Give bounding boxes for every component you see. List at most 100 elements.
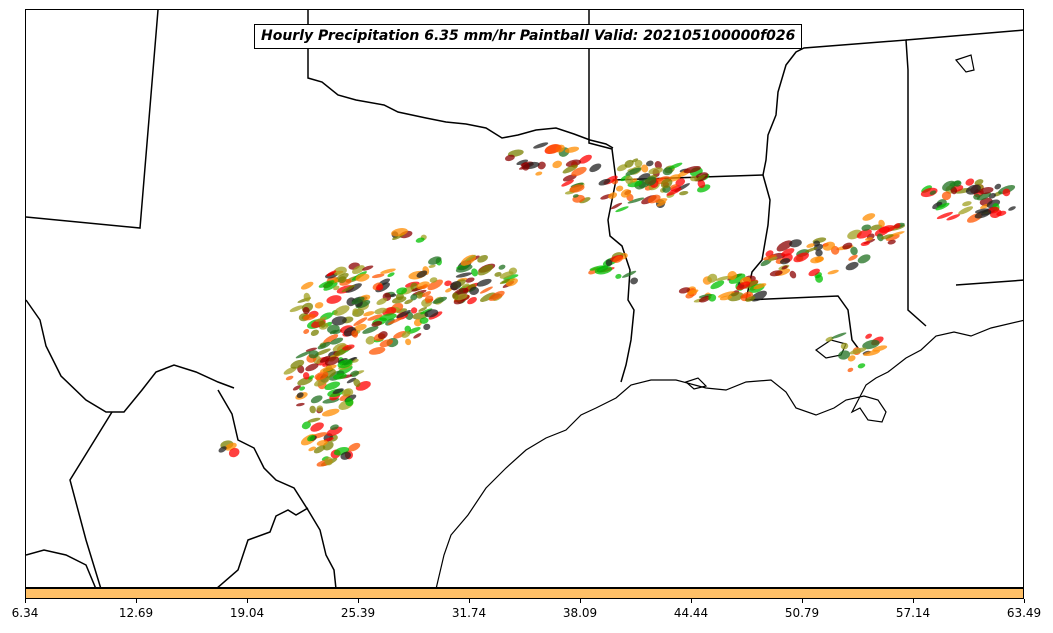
paintball-blob	[537, 161, 546, 170]
paintball-blob	[351, 296, 365, 305]
paintball-blob	[345, 283, 362, 293]
paintball-blob	[876, 233, 884, 242]
paintball-blob	[410, 307, 418, 314]
paintball-blob	[393, 330, 407, 339]
paintball-blob	[946, 214, 961, 221]
paintball-blob	[862, 213, 876, 221]
colorbar-tick-label: 50.79	[784, 606, 820, 620]
paintball-blob	[863, 350, 880, 357]
paintball-blob	[494, 271, 502, 277]
colorbar-tick	[1024, 599, 1025, 603]
paintball-blob	[218, 446, 227, 453]
colorbar-tick-label: 31.74	[451, 606, 487, 620]
paintball-blob	[228, 447, 240, 458]
paintball-blob	[929, 190, 937, 195]
colorbar-tick-label: 12.69	[118, 606, 154, 620]
paintball-blob	[942, 180, 956, 192]
paintball-blob	[340, 451, 351, 460]
paintball-blob	[469, 286, 480, 295]
paintball-blob	[847, 355, 856, 362]
paintball-blob	[332, 373, 347, 380]
paintball-blob	[376, 298, 388, 305]
colorbar-tick-label: 19.04	[229, 606, 265, 620]
paintball-blob	[390, 293, 397, 298]
paintball-blob	[467, 296, 477, 305]
paintball-blob	[815, 249, 823, 257]
paintball-blob	[387, 317, 403, 325]
paintball-blob	[965, 178, 975, 186]
paintball-blob	[295, 351, 311, 359]
paintball-blob	[745, 296, 756, 302]
paintball-blob	[806, 243, 815, 248]
paintball-blob	[499, 278, 510, 285]
paintball-blob	[974, 179, 984, 186]
paintball-blob	[750, 290, 767, 302]
paintball-blob	[781, 248, 795, 257]
paintball-blob	[428, 256, 442, 265]
paintball-blob	[354, 323, 367, 332]
paintball-blob	[315, 316, 328, 322]
paintball-blob	[562, 164, 578, 174]
paintball-blob	[608, 192, 618, 199]
paintball-blob	[505, 154, 515, 162]
paintball-blob	[870, 224, 883, 231]
paintball-blob	[872, 345, 888, 352]
paintball-blob	[694, 174, 706, 182]
paintball-blob	[427, 279, 443, 291]
paintball-blob	[319, 355, 331, 363]
paintball-blob	[353, 317, 368, 326]
paintball-blob	[368, 347, 386, 355]
paintball-blob	[302, 372, 310, 380]
paintball-blob	[416, 281, 430, 290]
paintball-blob	[374, 307, 387, 315]
paintball-blob	[598, 178, 611, 186]
paintball-blob	[780, 258, 791, 265]
paintball-blob	[631, 158, 639, 163]
paintball-blob	[477, 264, 494, 276]
paintball-blob	[762, 254, 777, 261]
paintball-blob	[337, 359, 353, 369]
paintball-blob	[627, 197, 645, 204]
coastline	[435, 54, 1023, 587]
paintball-blob	[341, 389, 351, 397]
paintball-blob	[424, 295, 434, 303]
paintball-blob	[332, 388, 344, 394]
precipitation-paintballs	[218, 142, 1016, 467]
paintball-blob	[323, 282, 338, 291]
paintball-blob	[303, 329, 310, 334]
paintball-blob	[845, 261, 859, 271]
paintball-blob	[316, 440, 328, 446]
paintball-blob	[533, 142, 549, 149]
paintball-blob	[648, 167, 663, 175]
paintball-blob	[326, 270, 337, 277]
paintball-blob	[646, 160, 654, 167]
paintball-blob	[793, 252, 809, 263]
paintball-blob	[769, 270, 783, 277]
paintball-blob	[561, 179, 574, 187]
paintball-blob	[865, 333, 873, 339]
paintball-blob	[827, 269, 839, 275]
paintball-blob	[333, 305, 350, 316]
paintball-blob	[321, 408, 340, 417]
paintball-blob	[309, 405, 316, 414]
paintball-blob	[630, 277, 638, 285]
paintball-blob	[996, 210, 1007, 217]
paintball-blob	[455, 272, 472, 278]
paintball-blob	[331, 316, 347, 326]
paintball-blob	[405, 338, 412, 346]
paintball-blob	[885, 234, 900, 241]
paintball-blob	[419, 317, 429, 324]
paintball-blob	[789, 239, 802, 248]
paintball-blob	[300, 281, 314, 290]
paintball-blob	[535, 171, 543, 176]
paintball-blob	[589, 163, 602, 173]
paintball-blob	[850, 246, 858, 256]
paintball-blob	[978, 187, 994, 195]
paintball-blob	[973, 193, 981, 200]
paintball-blob	[698, 294, 713, 298]
colorbar-tick	[691, 599, 692, 603]
paintball-blob	[776, 240, 793, 252]
paintball-blob	[641, 164, 649, 173]
paintball-blob	[404, 325, 412, 333]
paintball-blob	[348, 442, 361, 452]
